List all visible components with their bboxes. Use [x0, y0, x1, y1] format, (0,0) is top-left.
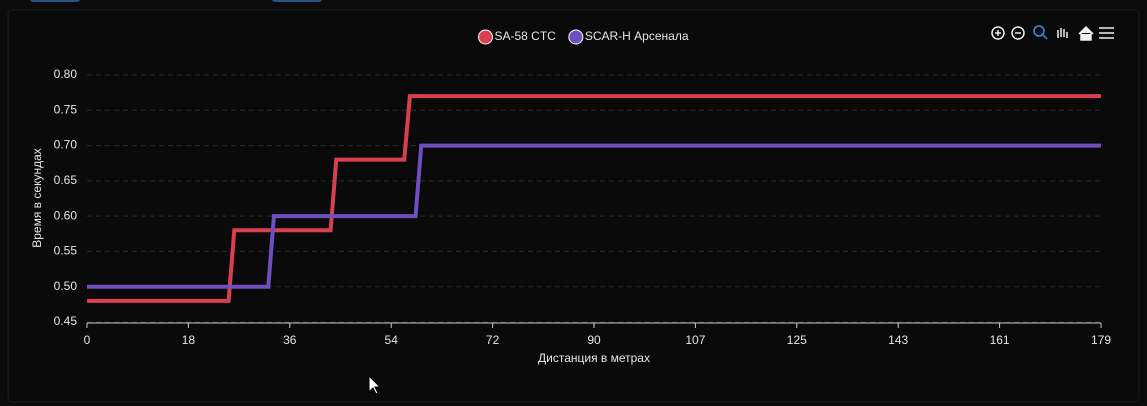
legend-marker: [568, 29, 584, 45]
legend-item[interactable]: SCAR-H Арсенала: [568, 29, 689, 45]
menu[interactable]: [1099, 27, 1114, 39]
zoom-in[interactable]: [991, 26, 1005, 40]
x-tick-label: 90: [587, 333, 601, 347]
x-tick-label: 161: [990, 333, 1010, 347]
tab[interactable]: [272, 0, 322, 2]
y-tick-label: 0.55: [54, 244, 78, 258]
legend: SA-58 CTC SCAR-H Арсенала: [477, 29, 689, 45]
x-tick-label: 36: [283, 333, 297, 347]
y-tick-label: 0.70: [54, 138, 78, 152]
y-axis-title: Время в секундах: [30, 148, 44, 248]
x-tick-label: 0: [84, 333, 91, 347]
zoom[interactable]: [1033, 25, 1045, 37]
x-tick-label: 72: [486, 333, 500, 347]
legend-label: SCAR-H Арсенала: [585, 29, 689, 43]
y-tick-label: 0.45: [54, 314, 78, 328]
x-tick-label: 18: [182, 333, 196, 347]
x-tick-label: 125: [787, 333, 807, 347]
series-line: [87, 143, 1101, 289]
x-axis-title: Дистанция в метрах: [538, 351, 650, 365]
series-line: [87, 94, 1101, 303]
y-tick-label: 0.65: [54, 173, 78, 187]
x-tick-label: 179: [1091, 333, 1111, 347]
cursor: [368, 374, 382, 395]
x-tick-label: 107: [685, 333, 705, 347]
home[interactable]: [1078, 25, 1094, 41]
tab[interactable]: [30, 0, 80, 2]
legend-item[interactable]: SA-58 CTC: [477, 29, 556, 45]
y-tick-label: 0.60: [54, 208, 78, 222]
y-tick-label: 0.75: [54, 102, 78, 116]
chart-panel: [7, 9, 1140, 403]
x-tick-label: 54: [385, 333, 399, 347]
x-tick-label: 143: [888, 333, 908, 347]
pan[interactable]: [1057, 28, 1068, 38]
legend-marker: [477, 29, 493, 45]
legend-label: SA-58 CTC: [494, 29, 556, 43]
toolbar: [991, 25, 1114, 41]
zoom-out[interactable]: [1011, 26, 1025, 40]
y-tick-label: 0.50: [54, 279, 78, 293]
y-tick-label: 0.80: [54, 67, 78, 81]
